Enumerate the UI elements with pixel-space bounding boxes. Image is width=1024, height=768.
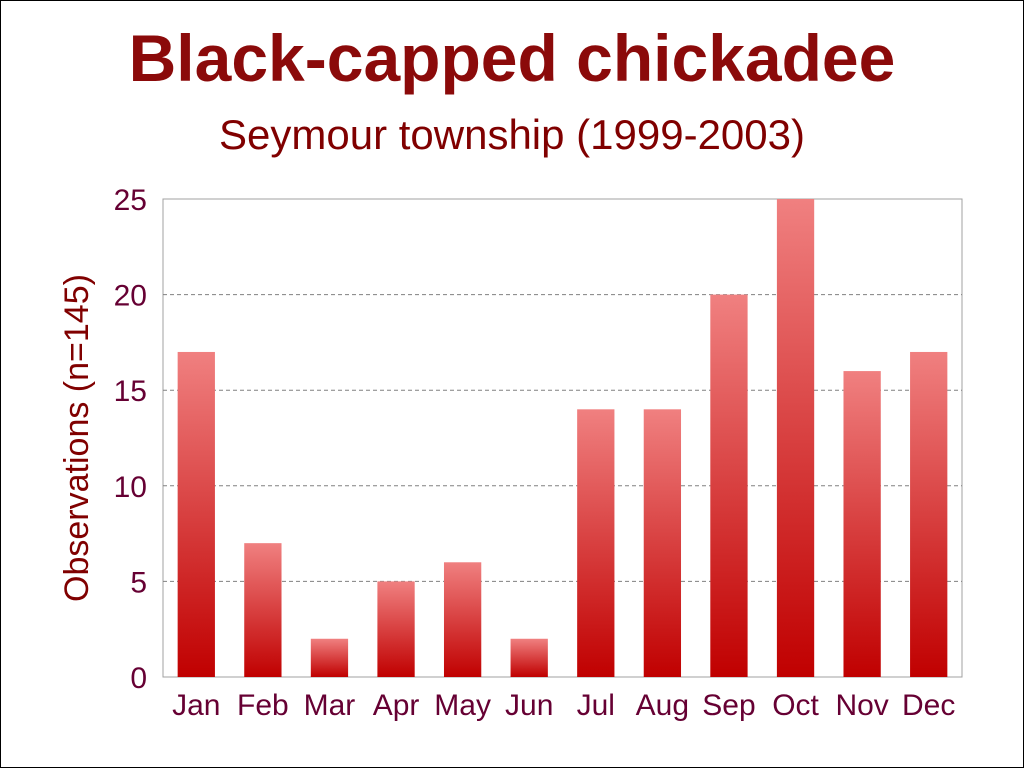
bar-oct [776, 199, 815, 677]
x-tick-label: Aug [636, 689, 689, 722]
bar-jun [510, 638, 548, 677]
gridlines [163, 294, 962, 582]
x-tick-label: Jan [172, 689, 220, 722]
y-tick-label: 20 [114, 280, 147, 313]
bar-jul [577, 409, 615, 677]
bar-mar [310, 638, 349, 677]
x-tick-label: Oct [772, 689, 819, 722]
y-tick-label: 15 [114, 375, 147, 408]
x-tick-label: May [434, 689, 491, 722]
chart-title: Black-capped chickadee [128, 21, 896, 95]
y-tick-label: 0 [130, 662, 147, 695]
x-tick-label: Dec [902, 689, 955, 722]
chart-subtitle: Seymour township (1999-2003) [219, 111, 805, 158]
y-tick-label: 25 [114, 184, 147, 217]
y-axis-ticks: 0 5 10 15 20 25 [114, 184, 147, 695]
x-tick-label: Feb [237, 689, 289, 722]
bar-jan [177, 351, 215, 677]
x-tick-label: Nov [835, 689, 888, 722]
plot-area [162, 198, 963, 678]
y-axis-label: Observations (n=145) [58, 274, 96, 602]
bar-apr [377, 581, 415, 677]
x-tick-label: Mar [304, 689, 356, 722]
y-tick-label: 5 [130, 566, 147, 599]
bar-feb [244, 543, 282, 677]
x-tick-label: Sep [702, 689, 755, 722]
bar-sep [710, 294, 748, 677]
bar-may [443, 562, 482, 677]
x-axis-ticks: Jan Feb Mar Apr May Jun Jul Aug Sep Oct Nov Dec [172, 689, 955, 722]
bar-nov [843, 371, 881, 677]
bar-dec [910, 351, 948, 677]
x-tick-label: Jul [577, 689, 615, 722]
x-tick-label: Apr [373, 689, 420, 722]
bars [177, 199, 948, 677]
x-tick-label: Jun [505, 689, 553, 722]
bar-aug [643, 409, 682, 677]
y-tick-label: 10 [114, 471, 147, 504]
